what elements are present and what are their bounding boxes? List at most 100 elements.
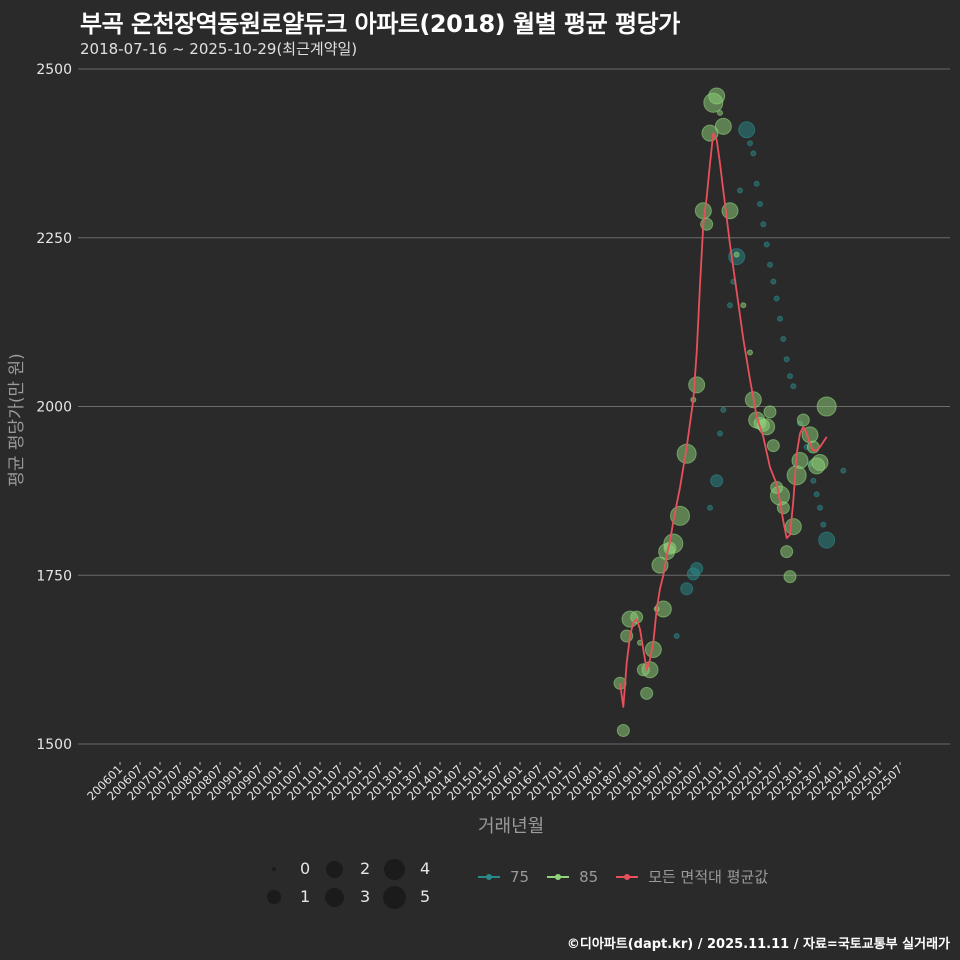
data-point-85[interactable] [688,376,706,394]
data-point-85[interactable] [717,109,723,116]
data-point-75[interactable] [738,121,756,139]
data-point-75[interactable] [783,356,790,363]
data-point-85[interactable] [758,418,776,436]
data-point-85[interactable] [694,202,712,220]
data-point-85[interactable] [791,452,809,469]
data-point-85[interactable] [780,545,794,559]
data-point-85[interactable] [784,518,802,536]
size-legend-item: 0 [262,859,320,886]
data-point-75[interactable] [737,187,743,194]
data-point-85[interactable] [714,117,732,135]
legend-item-85[interactable]: 85 [547,868,598,886]
data-point-85[interactable] [740,302,747,309]
size-legend-item: 4 [382,858,440,886]
data-point-75[interactable] [720,406,727,413]
chart-subtitle: 2018-07-16 ~ 2025-10-29(최근계약일) [80,40,358,58]
data-point-85[interactable] [796,413,810,427]
data-point-75[interactable] [747,140,753,147]
data-point-85[interactable] [776,501,790,515]
data-point-85[interactable] [616,724,630,737]
legend-label-85: 85 [579,867,599,886]
x-axis-label: 거래년월 [478,816,545,837]
data-point-75[interactable] [753,180,760,187]
data-point-85[interactable] [766,439,780,453]
data-point-85[interactable] [663,533,684,554]
data-point-75[interactable] [717,430,723,437]
data-point-75[interactable] [757,201,763,207]
data-point-85[interactable] [630,610,644,624]
data-point-85[interactable] [733,251,740,258]
average-line-path [619,132,828,708]
legend-swatch-75-icon [478,873,500,880]
legend-label-75: 75 [510,867,530,886]
data-point-85[interactable] [747,349,753,356]
data-point-85[interactable] [640,686,654,700]
data-point-75[interactable] [818,531,836,549]
size-legend-item: 1 [262,887,320,914]
legend-label-average: 모든 면적대 평균값 [648,868,769,886]
data-point-85[interactable] [763,405,777,419]
legend-item-75[interactable]: 75 [478,868,529,886]
legend-swatch-average-icon [616,873,639,880]
line-legend: 75 85 모든 면적대 평균값 [478,866,776,887]
size-legend-item: 3 [322,887,380,914]
data-point-75[interactable] [680,582,694,596]
size-legend-label: 4 [420,859,431,878]
y-tick-label: 2250 [36,231,72,247]
data-point-75[interactable] [690,562,704,575]
data-point-75[interactable] [770,278,777,285]
data-point-75[interactable] [780,336,787,342]
legend-item-average[interactable]: 모든 면적대 평균값 [616,866,768,887]
data-point-75[interactable] [820,521,827,528]
y-tick-label: 1500 [36,737,72,753]
data-point-75[interactable] [813,491,820,498]
size-legend-circle-icon [267,890,281,904]
size-legend-label: 1 [300,887,311,906]
data-point-75[interactable] [750,150,757,157]
data-point-75[interactable] [727,302,733,309]
average-line [619,132,828,708]
data-point-85[interactable] [811,454,829,472]
source-credit: ©디아파트(dapt.kr) / 2025.11.11 / 자료=국토교통부 실… [566,937,950,952]
data-point-75[interactable] [787,373,793,380]
data-point-75[interactable] [773,295,780,302]
data-point-85[interactable] [708,87,726,105]
data-point-75[interactable] [790,383,797,390]
data-point-75[interactable] [777,315,783,322]
data-point-75[interactable] [810,477,817,484]
data-point-75[interactable] [760,221,767,228]
size-legend-circle-icon [382,885,406,909]
legend-swatch-85-icon [547,873,570,880]
y-tick-label: 2500 [36,62,72,78]
data-point-85[interactable] [783,570,797,584]
data-point-85[interactable] [786,465,807,486]
data-point-85[interactable] [654,600,672,618]
x-axis-ticks: 2006012006072007012007072008012008072009… [84,762,905,803]
size-legend-label: 3 [360,887,371,906]
data-point-85[interactable] [701,124,719,142]
size-legend-circle-icon [272,867,276,871]
size-legend-circle-icon [383,858,405,880]
data-point-75[interactable] [817,504,823,511]
size-legend-item: 5 [382,885,440,914]
data-point-75[interactable] [673,633,680,639]
data-point-75[interactable] [840,467,847,474]
bubble-layer [613,87,847,737]
size-legend: 0 1 2 3 4 5 [262,858,442,920]
data-point-75[interactable] [767,261,773,268]
data-point-75[interactable] [710,474,724,488]
size-legend-label: 2 [360,859,371,878]
size-legend-circle-icon [324,887,344,907]
chart-title: 부곡 온천장역동원로얄듀크 아파트(2018) 월별 평균 평당가 [80,10,680,38]
data-point-75[interactable] [763,241,770,248]
data-point-85[interactable] [641,661,659,679]
size-legend-item: 2 [322,859,380,886]
gridlines [78,68,950,745]
size-legend-label: 0 [300,859,311,878]
data-point-75[interactable] [707,504,713,511]
y-axis-ticks: 1500 1750 2000 2250 2500 [36,62,72,753]
size-legend-label: 5 [420,887,431,906]
size-legend-circle-icon [325,860,343,878]
data-point-85[interactable] [816,396,837,417]
